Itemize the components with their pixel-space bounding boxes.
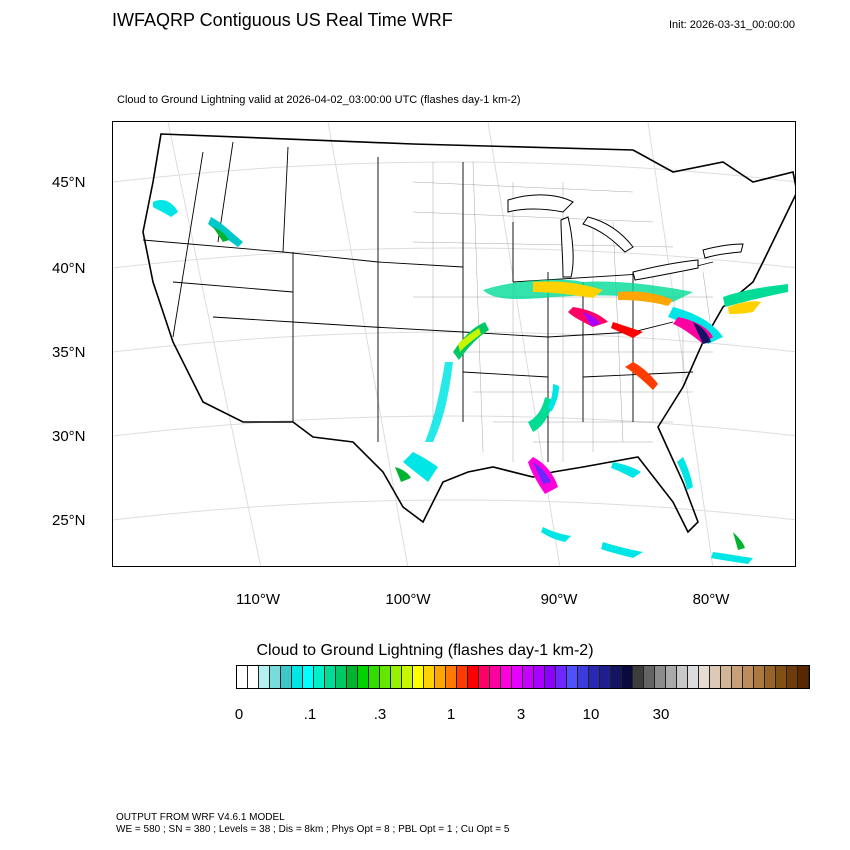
colorbar-cell xyxy=(369,666,380,688)
colorbar-cell xyxy=(523,666,534,688)
lat-label-30: 30°N xyxy=(52,428,86,445)
lon-label-90: 90°W xyxy=(540,591,578,608)
colorbar-label-10: 10 xyxy=(582,706,600,723)
map-canvas xyxy=(113,122,795,566)
colorbar-label-0.1: .1 xyxy=(303,706,317,723)
colorbar-cell xyxy=(567,666,578,688)
colorbar-cell xyxy=(248,666,259,688)
colorbar-cell xyxy=(578,666,589,688)
colorbar-cell xyxy=(347,666,358,688)
colorbar-cell xyxy=(600,666,611,688)
colorbar-cell xyxy=(259,666,270,688)
lon-label-110: 110°W xyxy=(235,591,281,608)
colorbar-cell xyxy=(732,666,743,688)
great-lakes xyxy=(507,194,744,281)
colorbar-cell xyxy=(292,666,303,688)
colorbar-cell xyxy=(765,666,776,688)
colorbar-cell xyxy=(501,666,512,688)
colorbar-cell xyxy=(490,666,501,688)
colorbar-cell xyxy=(556,666,567,688)
footer-model: OUTPUT FROM WRF V4.6.1 MODEL xyxy=(116,812,285,823)
colorbar-cell xyxy=(710,666,721,688)
colorbar-cell xyxy=(446,666,457,688)
colorbar-cell xyxy=(424,666,435,688)
map-panel xyxy=(112,121,796,567)
colorbar-cell xyxy=(622,666,633,688)
colorbar-cell xyxy=(358,666,369,688)
colorbar-cell xyxy=(468,666,479,688)
colorbar-cell xyxy=(413,666,424,688)
colorbar-label-0.3: .3 xyxy=(373,706,387,723)
lon-label-100: 100°W xyxy=(385,591,431,608)
colorbar-cell xyxy=(688,666,699,688)
init-time: Init: 2026-03-31_00:00:00 xyxy=(669,19,795,31)
colorbar-cell xyxy=(644,666,655,688)
colorbar-cell xyxy=(798,666,809,688)
colorbar-label-1: 1 xyxy=(446,706,456,723)
lat-label-40: 40°N xyxy=(52,260,86,277)
colorbar-cell xyxy=(666,666,677,688)
colorbar-cell xyxy=(534,666,545,688)
colorbar-cell xyxy=(787,666,798,688)
colorbar-cell xyxy=(380,666,391,688)
footer-config: WE = 580 ; SN = 380 ; Levels = 38 ; Dis … xyxy=(116,824,510,835)
colorbar-cell xyxy=(512,666,523,688)
lat-label-25: 25°N xyxy=(52,512,86,529)
colorbar-cell xyxy=(479,666,490,688)
colorbar-cell xyxy=(589,666,600,688)
colorbar-cell xyxy=(270,666,281,688)
colorbar-cell xyxy=(655,666,666,688)
lat-label-45: 45°N xyxy=(52,174,86,191)
colorbar-cell xyxy=(237,666,248,688)
colorbar-cell xyxy=(611,666,622,688)
colorbar-cell xyxy=(391,666,402,688)
colorbar-cell xyxy=(457,666,468,688)
colorbar-cell xyxy=(677,666,688,688)
colorbar-cell xyxy=(281,666,292,688)
colorbar-cell xyxy=(336,666,347,688)
colorbar-title: Cloud to Ground Lightning (flashes day-1… xyxy=(256,642,594,659)
colorbar-cell xyxy=(633,666,644,688)
colorbar-cell xyxy=(402,666,413,688)
colorbar-label-30: 30 xyxy=(652,706,670,723)
map-subtitle: Cloud to Ground Lightning valid at 2026-… xyxy=(117,94,521,106)
colorbar-cell xyxy=(743,666,754,688)
colorbar-cell xyxy=(435,666,446,688)
country-outline xyxy=(142,133,795,534)
colorbar xyxy=(236,665,810,689)
colorbar-cell xyxy=(721,666,732,688)
map-title: IWFAQRP Contiguous US Real Time WRF xyxy=(112,10,453,30)
colorbar-cell xyxy=(545,666,556,688)
graticule xyxy=(113,122,795,566)
lat-label-35: 35°N xyxy=(52,344,86,361)
colorbar-label-3: 3 xyxy=(516,706,526,723)
colorbar-label-0: 0 xyxy=(234,706,244,723)
colorbar-cell xyxy=(699,666,710,688)
colorbar-cell xyxy=(325,666,336,688)
colorbar-cell xyxy=(754,666,765,688)
colorbar-cell xyxy=(776,666,787,688)
lon-label-80: 80°W xyxy=(692,591,730,608)
colorbar-cell xyxy=(303,666,314,688)
lightning-field xyxy=(153,200,788,564)
colorbar-cell xyxy=(314,666,325,688)
